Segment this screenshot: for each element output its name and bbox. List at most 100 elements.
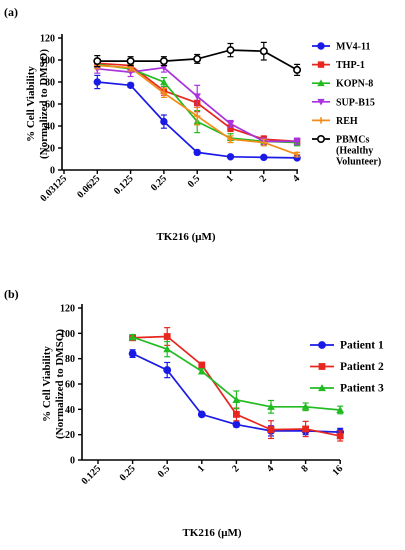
y-axis-title-line: (Normalized to DMSO): [38, 49, 50, 159]
legend-item-3: KOPN-8: [312, 79, 373, 90]
legend-marker: [317, 42, 325, 50]
y-tick-label: 0: [70, 456, 75, 467]
data-point: [226, 46, 235, 55]
legend-label-line: SUP-B15: [336, 97, 375, 108]
legend-item-4: SUP-B15: [312, 97, 375, 108]
data-point: [160, 78, 168, 85]
legend-marker: [317, 98, 325, 106]
data-point: [226, 153, 235, 161]
series-5: [94, 61, 301, 158]
data-point: [128, 333, 137, 341]
x-tick-label: 0.125: [79, 463, 103, 487]
x-tick-label: 0.03125: [38, 173, 69, 204]
y-tick-label: 40: [65, 405, 75, 416]
legend-item-1: MV4-11: [312, 42, 370, 53]
legend-marker: [318, 384, 326, 392]
y-tick-label: 100: [60, 329, 75, 340]
x-tick-label: 1: [196, 463, 207, 474]
x-tick-label: 2: [258, 173, 269, 184]
y-tick-label: 80: [65, 354, 75, 365]
y-tick-label: 80: [45, 78, 55, 89]
data-point: [160, 89, 168, 97]
data-point: [126, 57, 135, 66]
data-point: [232, 420, 241, 429]
data-point: [233, 411, 240, 418]
legend-marker: [316, 135, 325, 144]
y-tick-label: 60: [65, 380, 75, 391]
data-point: [232, 395, 241, 403]
legend: Patient 1 Patient 2 Patient 3: [310, 340, 384, 395]
data-point: [336, 406, 345, 414]
legend-label: Patient 3: [340, 383, 384, 395]
legend-item-6: PBMCs (Healthy Volunteer): [312, 135, 381, 168]
y-axis-title-line: % Cell Viability: [25, 66, 37, 142]
data-point: [227, 136, 234, 143]
data-point: [198, 361, 206, 369]
legend-marker: [318, 341, 326, 349]
x-tick-label: 2: [230, 463, 241, 474]
x-axis-title: TK216 (μM): [182, 527, 241, 539]
data-point: [126, 81, 135, 90]
data-point: [163, 366, 172, 374]
data-point: [197, 367, 206, 375]
legend-item-2: THP-1: [312, 60, 365, 71]
x-tick-label: 0.125: [112, 173, 136, 197]
y-axis-title-line: (Normalized to DMSO): [54, 329, 66, 439]
data-point: [128, 349, 137, 358]
legend-label: SUP-B15: [336, 97, 375, 108]
x-tick-label: 4: [291, 173, 302, 184]
data-point: [194, 112, 201, 120]
x-tick-label: 0.0625: [75, 173, 102, 200]
legend-label-line: (Healthy: [336, 146, 373, 157]
legend-label-line: KOPN-8: [336, 79, 373, 90]
panel-label: (b): [4, 287, 19, 301]
legend-label-line: REH: [336, 116, 358, 127]
legend-label-line: Patient 2: [340, 361, 384, 373]
x-axis-title: TK216 (μM): [156, 231, 215, 243]
data-point: [160, 117, 168, 126]
data-point: [197, 410, 206, 419]
legend-label: PBMCs (Healthy Volunteer): [336, 135, 381, 168]
legend-label-line: Volunteer): [336, 157, 381, 168]
data-point: [193, 54, 202, 63]
legend-marker: [317, 117, 325, 124]
x-tick-label: 8: [299, 463, 310, 474]
y-tick-label: 60: [45, 100, 55, 111]
y-tick-label: 120: [40, 34, 55, 45]
legend-label-line: PBMCs: [336, 135, 369, 146]
legend-label-line: Patient 1: [340, 340, 384, 352]
y-tick-label: 20: [45, 144, 55, 155]
legend-marker: [318, 363, 326, 370]
x-tick-label: 0.25: [118, 463, 138, 483]
series-2: [129, 327, 344, 442]
data-point: [227, 125, 234, 132]
data-point: [336, 432, 344, 440]
x-tick-label: 16: [330, 463, 345, 478]
x-tick-label: 0.25: [149, 173, 169, 193]
series-1: [93, 74, 301, 162]
x-tick-label: 4: [265, 463, 276, 474]
data-point: [163, 345, 172, 353]
y-axis-title-line: % Cell Viability: [41, 346, 53, 422]
data-point: [193, 93, 201, 100]
chart-panel-1: (a) 0 20 40 60 80 100 120 0.03125 0.0625 0.125 0.25…: [4, 5, 381, 243]
legend-label-line: Patient 3: [340, 383, 384, 395]
data-point: [293, 138, 301, 146]
data-point: [293, 151, 301, 158]
data-point: [302, 425, 309, 433]
data-point: [301, 402, 310, 410]
data-point: [259, 47, 268, 56]
data-point: [159, 57, 168, 66]
legend-label: THP-1: [336, 60, 365, 71]
legend-label: REH: [336, 116, 358, 127]
y-axis-title: % Cell Viability(Normalized to DMSO): [41, 329, 66, 439]
chart-panel-2: (b) 0 20 40 60 80 100 120 0.125 0.25 0.5 1 2 4 8 16 TK21…: [4, 287, 384, 539]
series-6: [93, 41, 302, 77]
x-tick-label: 0.5: [186, 173, 203, 190]
data-point: [160, 64, 168, 72]
y-tick-label: 120: [60, 304, 75, 315]
y-tick-label: 20: [65, 430, 75, 441]
data-point: [260, 139, 267, 146]
data-point: [93, 57, 102, 66]
y-tick-label: 100: [40, 56, 55, 67]
